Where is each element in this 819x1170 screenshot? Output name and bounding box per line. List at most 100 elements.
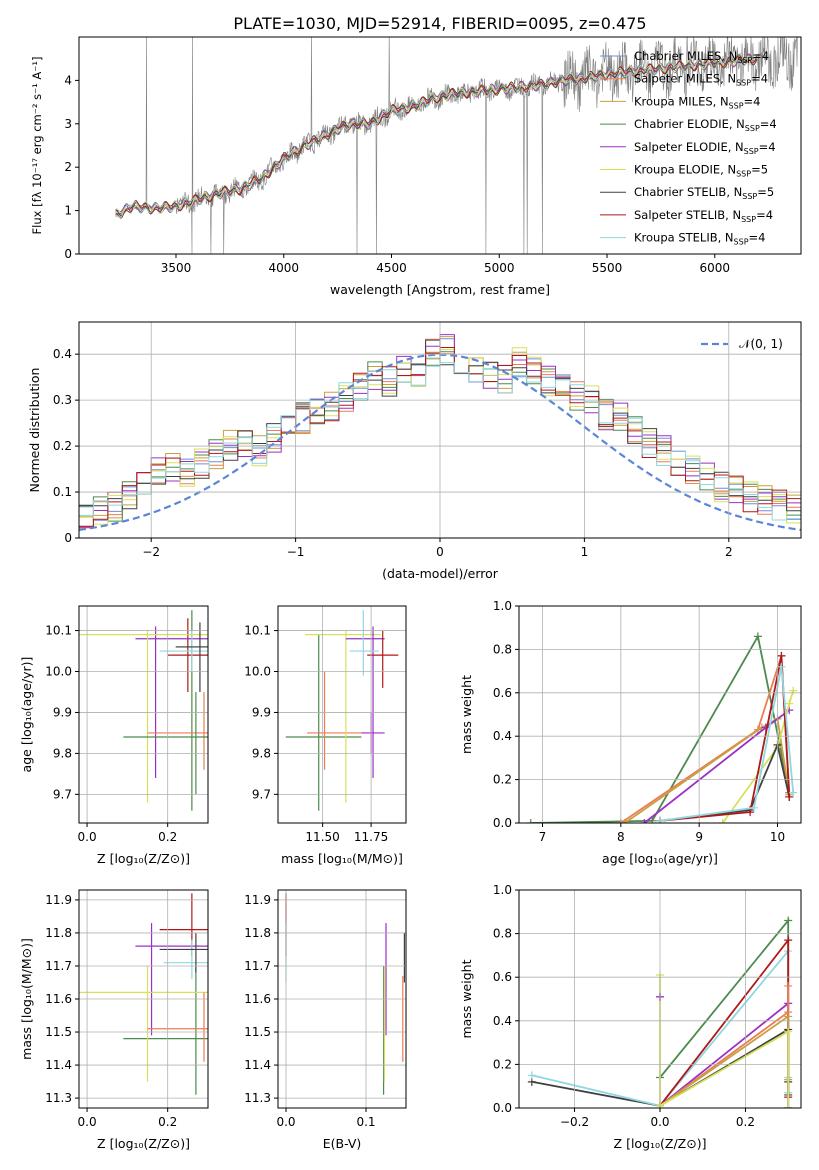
x-tick-label: −1 <box>287 545 305 559</box>
series-line <box>659 655 791 822</box>
legend-label: Chabrier STELIB, NSSP=5 <box>634 185 774 201</box>
panel-spectrum: Chabrier MILES, NSSP=4 Salpeter MILES, NS… <box>30 36 802 297</box>
x-tick-label: 0.0 <box>276 1115 295 1129</box>
y-tick-label: 4 <box>64 73 72 87</box>
x-tick-label: 8 <box>617 830 625 844</box>
y-tick-label: 0 <box>64 247 72 261</box>
x-tick-label: 5000 <box>484 261 515 275</box>
y-tick-label: 11.7 <box>45 959 72 973</box>
legend-label: Salpeter MILES, NSSP=4 <box>634 72 768 88</box>
data-point <box>789 788 798 797</box>
y-tick-label: 1.0 <box>493 883 512 897</box>
data-point <box>753 632 762 641</box>
y-tick-label: 11.4 <box>244 1058 271 1072</box>
legend-label: Salpeter ELODIE, NSSP=4 <box>634 140 776 156</box>
x-axis-label: E(B-V) <box>323 1136 362 1151</box>
x-axis-label: age [log₁₀(age/yr)] <box>602 851 718 866</box>
y-tick-label: 9.8 <box>53 746 72 760</box>
y-tick-label: 0.1 <box>53 485 72 499</box>
series-line <box>721 690 795 823</box>
data-point <box>784 1027 793 1036</box>
x-tick-label: 6000 <box>700 261 731 275</box>
x-tick-label: 0.0 <box>650 1115 669 1129</box>
x-tick-label: 11.50 <box>305 830 339 844</box>
axes-frame <box>277 605 407 824</box>
y-tick-label: 11.8 <box>244 926 271 940</box>
data-point <box>620 819 629 823</box>
x-tick-label: 7 <box>539 830 547 844</box>
y-axis-label: mass [log₁₀(M/M⊙)] <box>19 938 34 1060</box>
model-line <box>115 55 758 215</box>
y-tick-label: 0.0 <box>493 816 512 830</box>
y-tick-label: 10.0 <box>45 665 72 679</box>
series-line <box>659 666 795 822</box>
y-tick-label: 9.7 <box>252 787 271 801</box>
y-tick-label: 0.2 <box>53 439 72 453</box>
y-tick-label: 0.4 <box>493 729 512 743</box>
panel-residual_histogram: 𝒩(0, 1) −2 −1 0 1 2 0 0.1 0.2 0.3 0.4 (data-model)/… <box>27 321 802 581</box>
x-tick-label: 0.2 <box>158 1115 177 1129</box>
y-tick-label: 3 <box>64 117 72 131</box>
x-axis-label: Z [log₁₀(Z/Z⊙)] <box>97 1136 190 1151</box>
y-tick-label: 2 <box>64 160 72 174</box>
x-tick-label: 3500 <box>161 261 192 275</box>
panel-mass_vs_Z: 0.0 0.2 11.3 11.4 11.5 11.6 11.7 11.8 11.9 Z [log… <box>19 889 209 1151</box>
y-tick-label: 0.8 <box>493 927 512 941</box>
x-tick-label: 5500 <box>592 261 623 275</box>
y-tick-label: 0.4 <box>53 347 72 361</box>
model-line <box>115 55 758 219</box>
y-tick-label: 11.4 <box>45 1058 72 1072</box>
data-point <box>789 686 798 695</box>
y-tick-label: 0.8 <box>493 642 512 656</box>
data-point <box>777 662 786 671</box>
y-axis-label: mass weight <box>459 675 474 754</box>
data-point <box>784 981 793 990</box>
y-tick-label: 10.1 <box>45 624 72 638</box>
plot-area <box>115 37 798 254</box>
plot-area <box>79 893 208 1095</box>
x-axis-label: (data-model)/error <box>382 566 499 581</box>
data-point <box>784 1104 793 1108</box>
y-tick-label: 0.4 <box>493 1014 512 1028</box>
x-axis-label: Z [log₁₀(Z/Z⊙)] <box>97 851 190 866</box>
series-line <box>530 633 791 823</box>
plot-area <box>526 632 798 823</box>
x-tick-label: 2 <box>725 545 733 559</box>
y-tick-label: 11.5 <box>244 1025 271 1039</box>
x-axis-label: Z [log₁₀(Z/Z⊙)] <box>614 1136 707 1151</box>
legend-label: 𝒩(0, 1) <box>739 337 783 351</box>
y-tick-label: 11.9 <box>45 893 72 907</box>
data-point <box>527 1071 536 1080</box>
x-tick-label: 4500 <box>376 261 407 275</box>
y-tick-label: 11.3 <box>244 1091 271 1105</box>
legend-label: Kroupa MILES, NSSP=4 <box>634 94 760 110</box>
y-tick-label: 0.2 <box>493 773 512 787</box>
data-point <box>640 819 649 823</box>
x-tick-label: 0.2 <box>736 1115 755 1129</box>
y-tick-label: 9.9 <box>53 705 72 719</box>
x-tick-label: −0.2 <box>560 1115 589 1129</box>
model-line <box>115 53 758 219</box>
y-axis-label: age [log₁₀(age/yr)] <box>19 657 34 773</box>
data-point <box>777 651 786 660</box>
y-tick-label: 9.9 <box>252 705 271 719</box>
y-tick-label: 1 <box>64 204 72 218</box>
panel-mass_weight_vs_age: 7 8 9 10 0.0 0.2 0.4 0.6 0.8 1.0 age [log₁₀(age/yr… <box>459 599 802 866</box>
y-tick-label: 11.9 <box>244 893 271 907</box>
panel-mass_vs_ebv: 0.0 0.1 11.3 11.4 11.5 11.6 11.7 11.8 11.9 E(B-V) <box>244 889 407 1151</box>
y-tick-label: 9.8 <box>252 746 271 760</box>
x-tick-label: 11.75 <box>354 830 388 844</box>
data-point <box>656 816 664 823</box>
panel-age_vs_Z: 0.0 0.2 9.7 9.8 9.9 10.0 10.1 Z [log₁₀(Z/Z⊙)] ag… <box>19 605 209 866</box>
y-tick-label: 10.0 <box>244 665 271 679</box>
x-tick-label: 0.0 <box>78 830 97 844</box>
legend-label: Chabrier ELODIE, NSSP=4 <box>634 117 777 133</box>
y-tick-label: 0.6 <box>493 970 512 984</box>
y-tick-label: 0.3 <box>53 393 72 407</box>
panel-age_vs_mass: 11.50 11.75 9.7 9.8 9.9 10.0 10.1 mass [log₁₀(M… <box>244 605 407 866</box>
data-point <box>785 699 794 708</box>
data-point <box>784 1012 793 1021</box>
x-axis-label: wavelength [Angstrom, rest frame] <box>330 282 550 297</box>
x-axis-label: mass [log₁₀(M/M⊙)] <box>281 851 403 866</box>
